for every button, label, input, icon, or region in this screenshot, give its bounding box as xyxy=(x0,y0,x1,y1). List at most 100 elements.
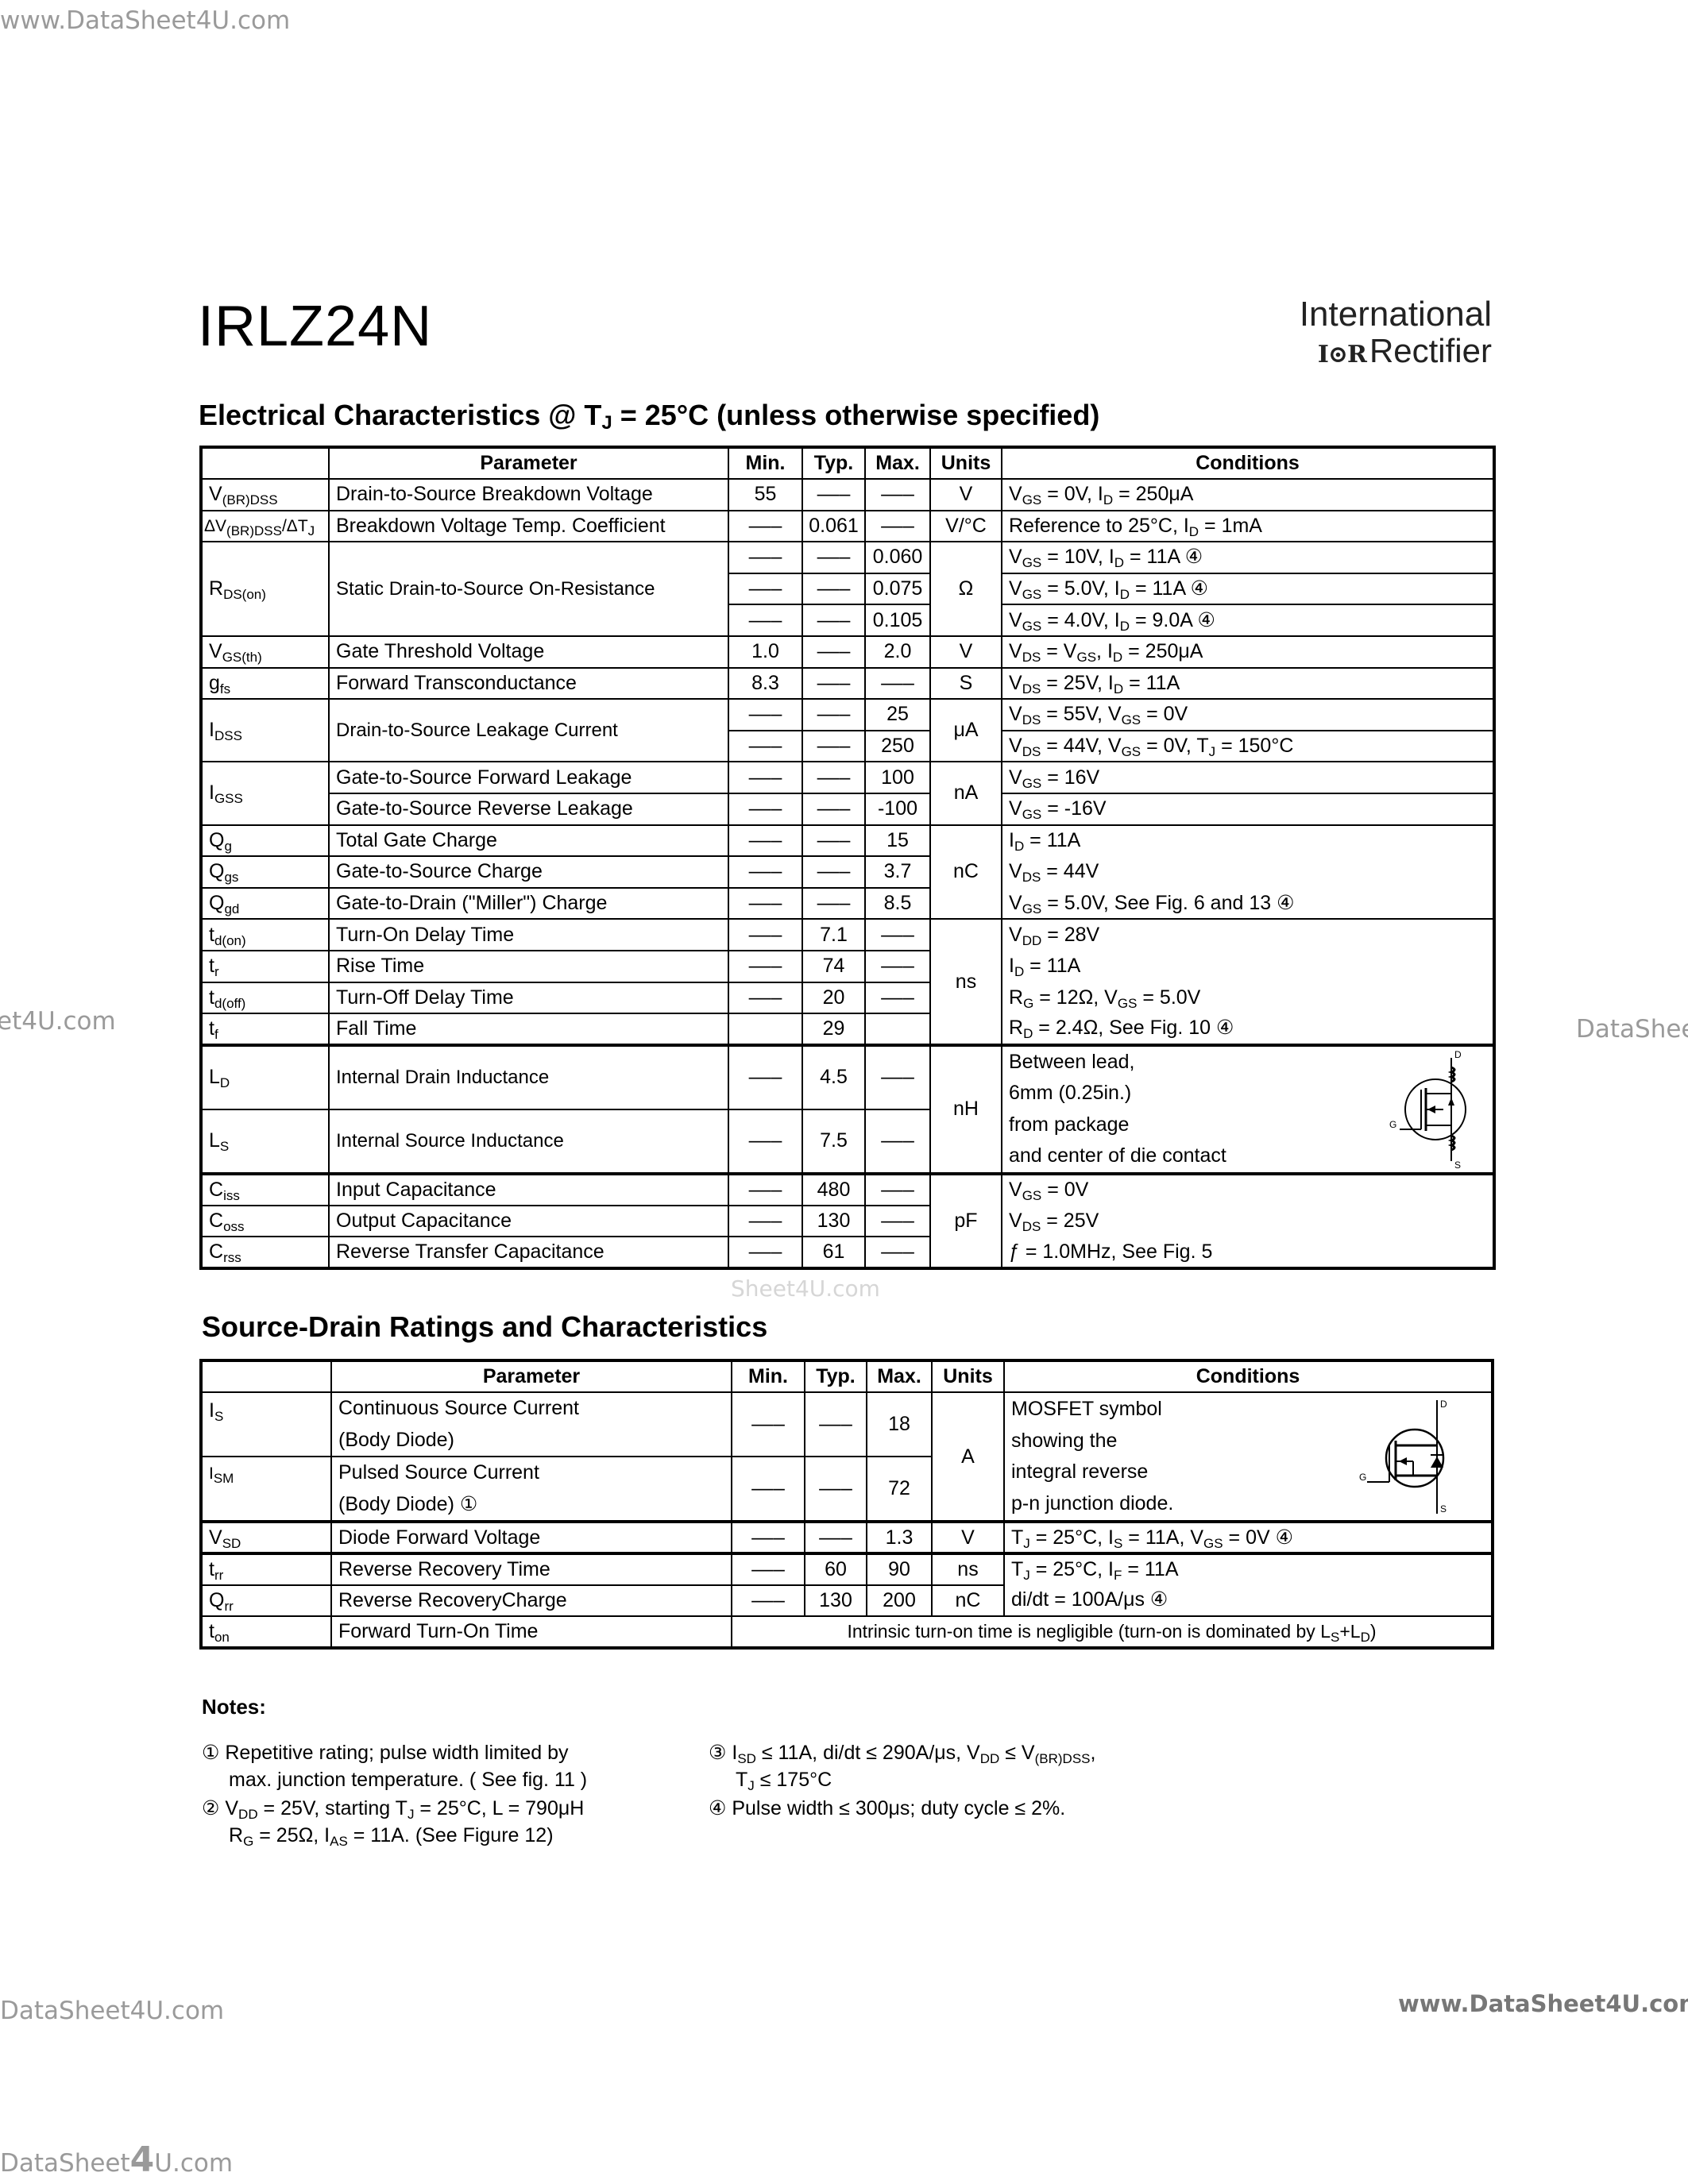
cell-parameter: Gate Threshold Voltage xyxy=(328,635,729,669)
subscript: GS xyxy=(1022,807,1042,823)
cell-min: ––– xyxy=(728,886,803,920)
cell-max: ––– xyxy=(864,666,931,700)
cell-max: 15 xyxy=(864,824,931,858)
note-1-line-1: ① Repetitive rating; pulse width limited… xyxy=(202,1741,569,1765)
subscript: F xyxy=(1113,1568,1122,1584)
cell-typ: ––– xyxy=(802,886,866,920)
cell-typ: 130 xyxy=(804,1584,867,1618)
subscript: D xyxy=(1113,681,1124,696)
subscript: D xyxy=(1188,523,1199,539)
cell-conditions: VDS = 44V xyxy=(1001,856,1495,889)
text-segment: V xyxy=(1009,608,1022,631)
cell-min: 1.0 xyxy=(728,635,803,669)
cell-typ: ––– xyxy=(804,1520,867,1554)
cell-min: ––– xyxy=(728,949,803,983)
subscript: iss xyxy=(223,1187,240,1203)
cell-symbol: ISM xyxy=(200,1456,332,1523)
cell-conditions: di/dt = 100A/μs ④ xyxy=(1003,1584,1493,1618)
subscript: GS xyxy=(1022,555,1042,571)
subscript: DS xyxy=(1022,712,1041,728)
subscript: J xyxy=(601,412,612,434)
cell-symbol: IDSS xyxy=(200,698,330,763)
table-row: td(off) Turn-Off Delay Time ––– 20 ––– R… xyxy=(200,981,1495,1015)
cell-conditions: VGS = 16V xyxy=(1001,761,1495,794)
cell-max: ––– xyxy=(864,1236,931,1269)
watermark: DataShee xyxy=(1576,1015,1688,1044)
cell-max: 18 xyxy=(866,1391,933,1458)
cell-units: A xyxy=(931,1391,1005,1523)
text-segment: V xyxy=(209,1526,222,1549)
header-min: Min. xyxy=(731,1360,805,1393)
text-segment: = 10V, I xyxy=(1041,546,1114,569)
subscript: DSS xyxy=(214,728,242,744)
text-segment: ΔV xyxy=(204,516,227,535)
cell-max: 100 xyxy=(864,761,931,794)
cell-units: ns xyxy=(931,1551,1005,1586)
text-segment: R xyxy=(209,577,224,600)
subscript: (BR)DSS xyxy=(226,523,282,538)
text-segment: I xyxy=(1009,829,1014,852)
cell-symbol: Qgs xyxy=(200,855,330,889)
text-segment: V xyxy=(1009,924,1022,947)
subscript: GS xyxy=(1121,744,1141,760)
table-row: ––– ––– 0.075 VGS = 5.0V, ID = 11A ④ xyxy=(201,572,1495,606)
cell-min: ––– xyxy=(731,1520,805,1554)
cell-parameter: Continuous Source Current (Body Diode) xyxy=(330,1391,732,1458)
cell-max: ––– xyxy=(864,1172,931,1206)
text-segment: Reference to 25°C, I xyxy=(1009,514,1189,537)
cell-conditions: VDS = 25V xyxy=(1001,1205,1495,1238)
cell-max: 0.105 xyxy=(864,604,931,637)
cell-typ: ––– xyxy=(802,698,866,731)
parameter-line: Continuous Source Current xyxy=(338,1397,579,1419)
text-segment: ③ I xyxy=(709,1742,738,1764)
table-row: tr Rise Time ––– 74 ––– ID = 11A xyxy=(200,949,1495,983)
cell-conditions: RD = 2.4Ω, See Fig. 10 ④ xyxy=(1001,1013,1495,1046)
cell-units: Ω xyxy=(929,541,1002,637)
subscript: D xyxy=(1119,587,1130,603)
cell-units: V xyxy=(929,635,1002,669)
text-segment: = 0V, T xyxy=(1141,735,1209,758)
text-segment: C xyxy=(209,1209,224,1232)
text-segment: ④ Pulse width ≤ 300μs; duty cycle ≤ 2%. xyxy=(709,1797,1066,1819)
text-segment: = 0V xyxy=(1041,1179,1089,1202)
text-segment: = 11A xyxy=(1024,829,1081,852)
text-segment: Q xyxy=(209,860,225,883)
text-segment: Intrinsic turn-on time is negligible (tu… xyxy=(847,1620,1331,1642)
note-4: ④ Pulse width ≤ 300μs; duty cycle ≤ 2%. xyxy=(709,1796,1065,1820)
cell-conditions: VDS = 25V, ID = 11A xyxy=(1001,666,1495,700)
cell-parameter: Drain-to-Source Leakage Current xyxy=(328,698,729,763)
cell-units: V/°C xyxy=(929,509,1002,543)
subscript: GS xyxy=(1022,901,1042,916)
subscript: DD xyxy=(238,1807,258,1822)
subscript: D xyxy=(1014,839,1025,855)
text-segment: C xyxy=(209,1241,224,1264)
text-segment: ≤ 11A, di/dt ≤ 290A/μs, V xyxy=(755,1742,980,1764)
cell-parameter: Diode Forward Voltage xyxy=(330,1520,732,1554)
header-parameter: Parameter xyxy=(328,446,729,480)
text-segment: I xyxy=(209,1464,214,1484)
subscript: SD xyxy=(737,1751,756,1766)
table-row: ISM Pulsed Source Current (Body Diode) ①… xyxy=(200,1456,1493,1523)
cell-units: nC xyxy=(929,824,1002,920)
table-row: V(BR)DSS Drain-to-Source Breakdown Volta… xyxy=(200,478,1495,511)
cell-max: ––– xyxy=(864,981,931,1015)
table-row: I S Continuous Source Current (Body Diode… xyxy=(200,1391,1493,1523)
subscript: D xyxy=(1014,964,1025,980)
cell-min: 8.3 xyxy=(728,666,803,700)
cell-min: ––– xyxy=(728,761,803,794)
text-segment: R xyxy=(1009,1017,1024,1040)
text-segment: /ΔT xyxy=(281,516,308,535)
text-segment: = 44V xyxy=(1041,860,1099,883)
text-segment: = 12Ω, V xyxy=(1033,986,1118,1009)
note-1-line-2: max. junction temperature. ( See fig. 11… xyxy=(229,1769,587,1792)
header-max: Max. xyxy=(866,1360,933,1393)
source-label: S xyxy=(1440,1503,1447,1515)
text-segment: V xyxy=(1009,483,1022,506)
table-row: LD Internal Drain Inductance ––– 4.5 –––… xyxy=(200,1043,1495,1175)
text-segment: C xyxy=(209,1178,224,1201)
text-segment: R xyxy=(1009,986,1024,1009)
subscript: DS xyxy=(1022,1218,1041,1234)
note-3-line-1: ③ ISD ≤ 11A, di/dt ≤ 290A/μs, VDD ≤ V(BR… xyxy=(709,1741,1095,1765)
text-segment: = 25°C (unless otherwise specified) xyxy=(612,399,1100,431)
text-segment: = 4.0V, I xyxy=(1041,608,1120,631)
